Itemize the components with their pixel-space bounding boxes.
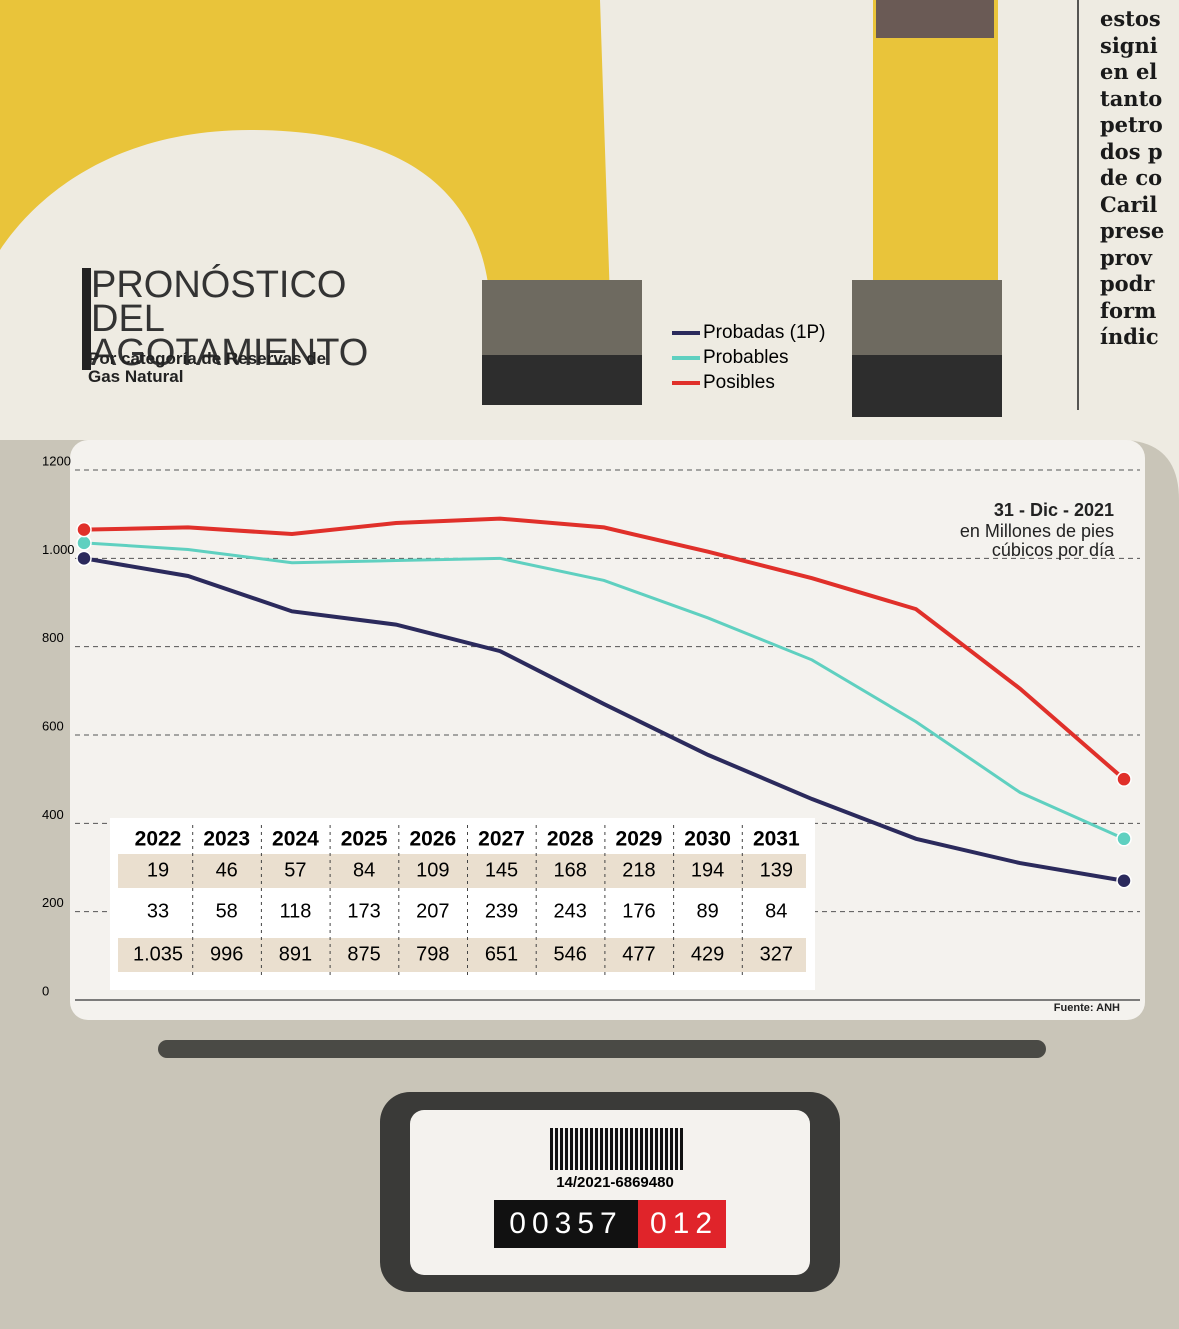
column-line: estos <box>1100 6 1161 31</box>
bar-deco <box>158 1040 1046 1058</box>
table-cell: 168 <box>554 859 587 881</box>
table-header: 2028 <box>547 828 594 851</box>
series-line <box>83 516 1126 781</box>
series-line <box>83 541 1125 841</box>
meter-code: 14/2021-6869480 <box>556 1174 674 1191</box>
counter-text: 012 <box>650 1207 718 1240</box>
table-cell: 19 <box>147 859 169 881</box>
y-tick-label: 400 <box>42 807 64 822</box>
chart-title: PRONÓSTICO DEL AGOTAMIENTO <box>82 266 411 372</box>
table-cell: 1.035 <box>133 943 183 965</box>
strip <box>873 0 998 300</box>
table-cell: 145 <box>485 859 518 881</box>
table-header: 2029 <box>616 828 663 851</box>
column-line: prese <box>1100 218 1165 243</box>
table-cell: 109 <box>416 859 449 881</box>
y-tick-label: 1.000 <box>42 542 75 557</box>
end-dot <box>1116 771 1132 787</box>
column-line: form <box>1100 297 1157 323</box>
connector <box>482 355 642 405</box>
table-cell: 875 <box>347 943 380 965</box>
table-cell: 33 <box>147 900 169 922</box>
table-cell: 58 <box>216 900 238 922</box>
table-cell: 651 <box>485 943 518 965</box>
table-row-bg <box>118 854 806 888</box>
column-line: petro <box>1100 112 1163 137</box>
end-dot <box>1116 831 1132 847</box>
table-cell: 218 <box>622 859 655 881</box>
table-cell: 89 <box>696 900 718 922</box>
table-cell: 46 <box>216 859 238 881</box>
column-line: prov <box>1100 244 1152 270</box>
table-cell: 57 <box>284 859 306 881</box>
date-note: 31 - Dic - 2021 <box>993 500 1114 520</box>
connector <box>482 280 642 355</box>
column-line: índic <box>1100 324 1159 349</box>
table-header: 2027 <box>478 828 525 851</box>
y-tick-label: 200 <box>42 895 64 910</box>
end-dot <box>76 550 92 567</box>
y-tick-label: 600 <box>42 718 64 733</box>
table-cell: 546 <box>554 943 587 965</box>
table-cell: 891 <box>279 943 312 965</box>
counter <box>494 1200 638 1248</box>
table-cell: 996 <box>210 943 243 965</box>
table-cell: 84 <box>765 900 787 922</box>
table-header: 2022 <box>135 828 182 851</box>
table-cell: 84 <box>353 859 375 881</box>
table-header: 2026 <box>409 828 456 851</box>
column-line: de co <box>1100 165 1163 190</box>
table-cell: 239 <box>485 900 518 922</box>
table-header: 2025 <box>341 828 388 851</box>
table-cell: 194 <box>691 859 724 881</box>
end-dot <box>76 521 92 538</box>
end-dot <box>76 535 92 551</box>
article-column: estos signi en el tanto petro dos p de co Caril… <box>1100 6 1179 351</box>
unit-note: en Millones de pies cúbicos por día <box>959 521 1114 560</box>
column-line: podr <box>1100 271 1155 296</box>
subtitle: Por categoría de Reservas de Gas Natural <box>88 349 327 386</box>
legend-label: Posibles <box>703 372 775 393</box>
connector <box>852 280 1002 355</box>
table-cell: 429 <box>691 943 724 965</box>
table-header: 2024 <box>272 828 319 851</box>
strip-top <box>876 0 994 38</box>
barcode <box>548 1128 684 1170</box>
table-header: 2031 <box>753 828 800 851</box>
table-cell: 173 <box>347 900 380 922</box>
table-row-bg <box>118 938 806 972</box>
y-tick-label: 800 <box>42 630 64 645</box>
y-tick-label: 1200 <box>42 453 71 468</box>
column-line: Caril <box>1100 191 1158 217</box>
counter-red <box>638 1200 726 1248</box>
source: Fuente: ANH <box>1053 1002 1120 1014</box>
table-cell: 139 <box>760 859 793 881</box>
column-line: signi <box>1100 32 1158 58</box>
table-cell: 207 <box>416 900 449 922</box>
table-cell: 477 <box>622 943 655 965</box>
column-line: dos p <box>1100 138 1163 164</box>
table-cell: 327 <box>760 943 793 965</box>
table-cell: 243 <box>554 900 587 922</box>
column-line: en el <box>1100 59 1158 84</box>
end-dot <box>1116 873 1132 889</box>
table-cell: 118 <box>279 900 311 922</box>
y-tick-label: 0 <box>42 983 49 998</box>
series-line <box>83 556 1125 883</box>
table-cell: 176 <box>622 900 655 922</box>
connector <box>852 355 1002 417</box>
legend-label: Probadas (1P) <box>703 322 826 343</box>
legend-label: Probables <box>703 347 789 368</box>
column-line: tanto <box>1100 85 1163 111</box>
table-cell: 798 <box>416 943 449 965</box>
table-header: 2023 <box>203 828 250 851</box>
arch <box>0 0 610 300</box>
counter-text: 00357 <box>509 1207 622 1240</box>
table-header: 2030 <box>684 828 731 851</box>
